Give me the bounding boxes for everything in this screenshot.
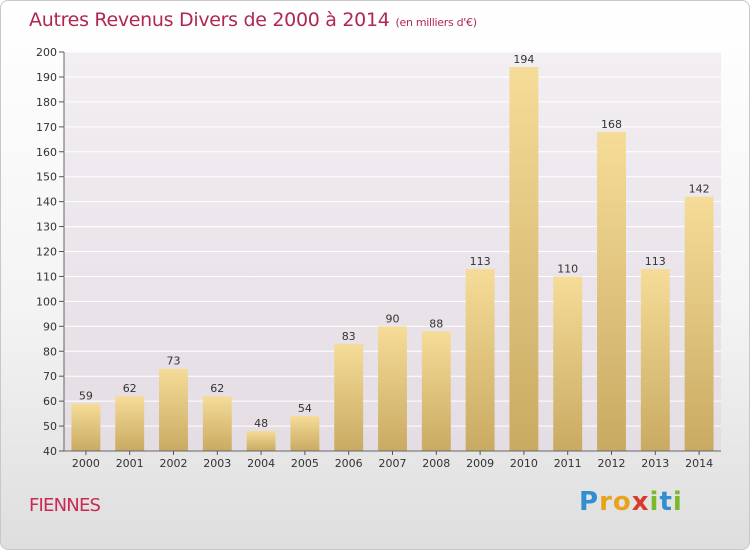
logo-letter: P <box>579 487 600 517</box>
x-tick-label: 2010 <box>510 457 538 470</box>
bar-value-label: 48 <box>254 417 268 430</box>
y-tick-label: 190 <box>36 71 57 84</box>
bar-value-label: 113 <box>645 255 666 268</box>
bar <box>421 331 451 451</box>
bar-value-label: 194 <box>513 53 534 66</box>
bar-value-label: 59 <box>79 390 93 403</box>
y-tick-label: 100 <box>36 295 57 308</box>
x-tick-label: 2000 <box>72 457 100 470</box>
y-tick-label: 80 <box>43 345 57 358</box>
x-tick-label: 2012 <box>598 457 626 470</box>
y-tick-label: 60 <box>43 395 57 408</box>
bar <box>465 268 495 451</box>
x-tick-label: 2007 <box>379 457 407 470</box>
bar-value-label: 62 <box>123 382 137 395</box>
y-tick-label: 160 <box>36 146 57 159</box>
logo-letter: r <box>599 487 613 517</box>
chart-subtitle: (en milliers d'€) <box>395 16 477 29</box>
bar-value-label: 168 <box>601 118 622 131</box>
y-tick-label: 130 <box>36 221 57 234</box>
x-tick-label: 2008 <box>422 457 450 470</box>
y-tick-label: 70 <box>43 370 57 383</box>
y-tick-label: 90 <box>43 320 57 333</box>
bar <box>684 196 714 451</box>
bars <box>71 66 714 452</box>
x-tick-label: 2009 <box>466 457 494 470</box>
bar-value-label: 110 <box>557 262 578 275</box>
y-tick-label: 40 <box>43 445 57 458</box>
bar-value-label: 90 <box>386 312 400 325</box>
bar-value-label: 62 <box>210 382 224 395</box>
bar <box>71 403 101 451</box>
x-tick-label: 2002 <box>160 457 188 470</box>
bar <box>509 66 539 452</box>
x-tick-label: 2004 <box>247 457 275 470</box>
bar-value-label: 73 <box>167 355 181 368</box>
y-tick-label: 150 <box>36 171 57 184</box>
y-tick-label: 140 <box>36 196 57 209</box>
logo-letter: x <box>631 487 650 517</box>
bar <box>159 368 188 451</box>
x-tick-label: 2003 <box>203 457 231 470</box>
y-tick-label: 200 <box>36 46 57 59</box>
x-tick-label: 2013 <box>641 457 669 470</box>
bar <box>202 396 232 451</box>
bar <box>246 431 276 451</box>
logo-letter: t <box>659 487 673 517</box>
bar-value-label: 142 <box>689 183 710 196</box>
bar <box>334 343 364 451</box>
bar-value-label: 83 <box>342 330 356 343</box>
bar-value-label: 88 <box>429 317 443 330</box>
axes <box>59 51 721 455</box>
bar <box>378 326 407 451</box>
x-tick-label: 2005 <box>291 457 319 470</box>
bar <box>115 396 145 451</box>
bar-value-label: 54 <box>298 402 312 415</box>
bar-value-label: 113 <box>470 255 491 268</box>
y-tick-label: 120 <box>36 246 57 259</box>
y-tick-label: 170 <box>36 121 57 134</box>
chart-title-text: Autres Revenus Divers de 2000 à 2014 <box>29 9 390 31</box>
y-tick-label: 180 <box>36 96 57 109</box>
proxiti-logo: Proxiti <box>579 487 683 517</box>
y-tick-label: 110 <box>36 270 57 283</box>
location-name: FIENNES <box>29 495 101 516</box>
x-tick-label: 2011 <box>554 457 582 470</box>
y-tick-label: 50 <box>43 420 57 433</box>
chart-title: Autres Revenus Divers de 2000 à 2014 (en … <box>29 9 477 31</box>
bar <box>640 268 670 451</box>
x-tick-label: 2001 <box>116 457 144 470</box>
logo-letter: i <box>649 487 660 517</box>
x-tick-label: 2014 <box>685 457 713 470</box>
bar <box>597 131 626 452</box>
bar <box>553 276 583 451</box>
labels: 40 50 60 70 80 90 100 110 120 130 140 150 160 170 180 1… <box>36 46 713 470</box>
x-tick-label: 2006 <box>335 457 363 470</box>
logo-letter: i <box>672 487 683 517</box>
logo-letter: o <box>612 487 632 517</box>
bar <box>290 416 320 451</box>
